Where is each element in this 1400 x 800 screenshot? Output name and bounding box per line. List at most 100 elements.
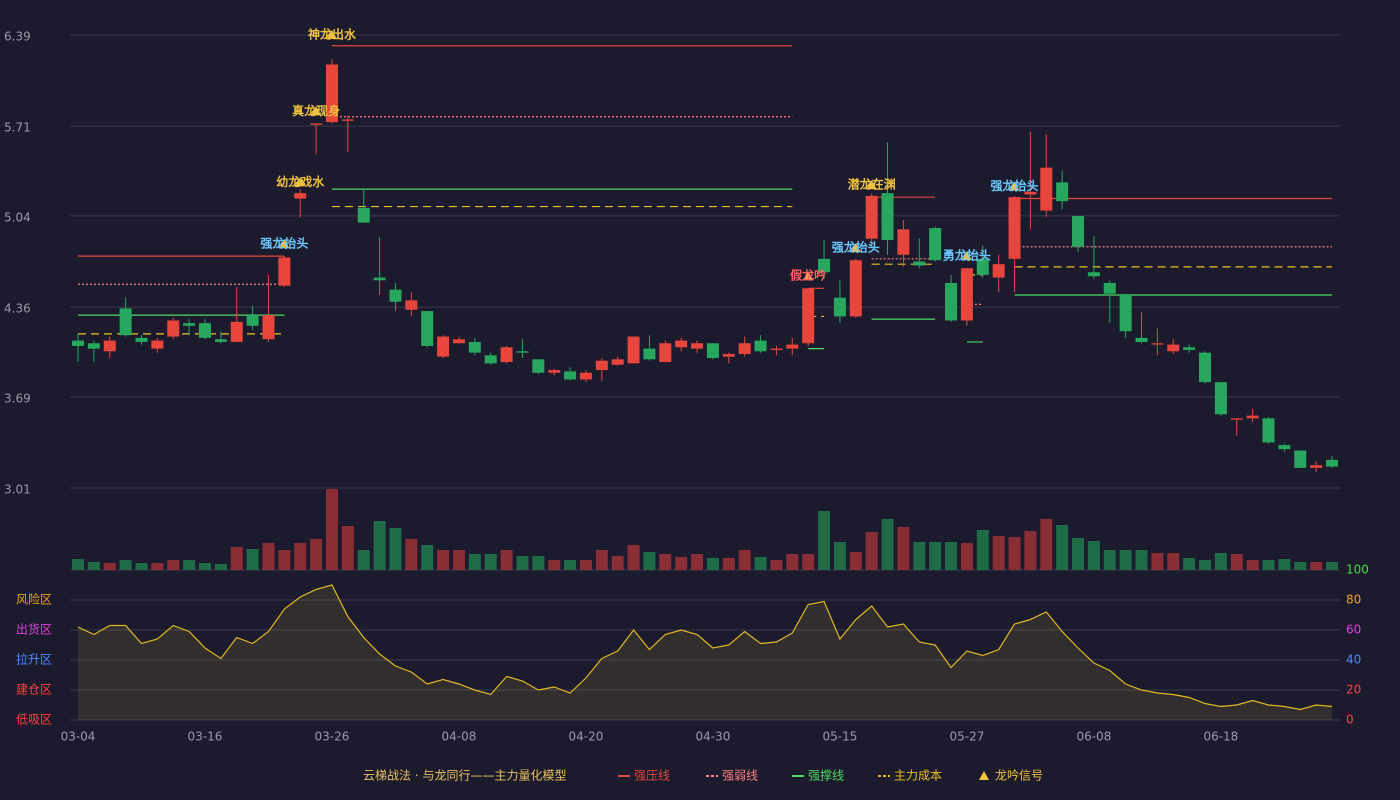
x-tick-label: 04-08: [442, 730, 477, 744]
candle-body: [87, 343, 100, 349]
candle-body: [183, 323, 196, 326]
legend-label: 强撑线: [808, 768, 844, 783]
candle-body: [373, 277, 386, 281]
legend-label: 强压线: [634, 769, 670, 783]
x-tick-label: 03-26: [315, 730, 350, 744]
candle-body: [1294, 450, 1307, 468]
volume-bar: [405, 539, 418, 570]
signal-marker: [961, 251, 972, 261]
volume-bar: [865, 532, 878, 570]
zone-label: 低吸区: [16, 713, 52, 727]
x-tick-label: 03-04: [61, 730, 96, 744]
y2-tick-label: 100: [1346, 563, 1369, 577]
volume-bar: [500, 550, 513, 570]
x-tick-label: 06-08: [1076, 730, 1111, 744]
volume-bar: [246, 549, 259, 570]
volume-bar: [675, 557, 688, 570]
volume-bar: [468, 554, 481, 570]
volume-bar: [706, 558, 719, 570]
candle-body: [167, 320, 180, 337]
signal-label: 强龙抬头: [260, 236, 308, 251]
volume-bar: [1230, 554, 1243, 570]
volume-bar: [564, 560, 577, 570]
volume-bar: [1214, 553, 1227, 570]
candle-body: [389, 289, 402, 302]
candle-body: [770, 348, 783, 350]
volume-bar: [643, 552, 656, 570]
candle-body: [516, 351, 529, 353]
volume-bar: [722, 558, 735, 570]
zone-label: 风险区: [16, 592, 52, 607]
volume-bar: [659, 554, 672, 570]
volume-bar: [1262, 560, 1275, 570]
indicator-line: [77, 584, 1333, 711]
volume-bar: [881, 519, 894, 570]
signal-marker: [295, 177, 306, 187]
candle-body: [1183, 347, 1196, 350]
y2-tick-label: 20: [1346, 683, 1361, 697]
candle-body: [72, 340, 84, 346]
volume-bar: [976, 530, 989, 570]
volume-bar: [738, 550, 751, 570]
legend-symbol: [979, 771, 989, 780]
candle-body: [1151, 343, 1164, 345]
candle-body: [278, 257, 291, 286]
candle-body: [421, 311, 434, 346]
candle-body: [564, 371, 577, 380]
candle-body: [945, 282, 958, 321]
volume-bar: [1024, 531, 1037, 570]
signal-label: 真龙现身: [292, 103, 340, 118]
y2-tick-label: 80: [1346, 593, 1361, 607]
candle-body: [881, 193, 894, 241]
y2-tick-label: 40: [1346, 653, 1361, 667]
candle-body: [849, 260, 862, 317]
signal-marker: [1009, 181, 1020, 191]
zone-label: 建仓区: [16, 683, 52, 697]
x-tick-label: 05-27: [949, 730, 984, 744]
x-tick-label: 04-20: [569, 730, 604, 744]
volume-bar: [1278, 559, 1291, 570]
candle-body: [1056, 182, 1069, 202]
candle-body: [818, 258, 831, 273]
volume-bar: [849, 552, 862, 570]
volume-bar: [1310, 562, 1323, 570]
candle-body: [548, 370, 561, 373]
candle-body: [929, 227, 942, 261]
candle-body: [325, 64, 338, 123]
candle-body: [691, 343, 704, 349]
volume-bar: [1072, 538, 1085, 570]
volume-bar: [1167, 553, 1180, 570]
signal-label: 幼龙戏水: [276, 174, 325, 189]
legend-label: 强弱线: [722, 769, 758, 783]
candle-body: [675, 340, 688, 348]
y-tick-label: 5.71: [4, 121, 31, 135]
legend-title: 云梯战法 · 与龙同行——主力量化模型: [363, 769, 566, 783]
candle-body: [897, 229, 910, 255]
signal-label: 强龙抬头: [991, 178, 1039, 193]
signal-label: 假龙吟: [790, 268, 826, 283]
volume-bar: [1040, 519, 1053, 570]
volume-bar: [1199, 560, 1212, 570]
y-tick-label: 3.69: [4, 391, 31, 405]
volume-bar: [262, 543, 275, 570]
volume-bar: [151, 563, 164, 570]
candle-body: [611, 359, 624, 365]
candle-body: [976, 258, 989, 275]
candle-body: [1008, 197, 1021, 259]
volume-bar: [421, 545, 434, 570]
signal-label: 强龙抬头: [832, 240, 880, 255]
candle-body: [214, 339, 227, 342]
volume-bar: [611, 556, 624, 570]
candle-body: [754, 340, 767, 352]
volume-bar: [595, 550, 608, 570]
candle-body: [1262, 418, 1275, 443]
volume-bar: [897, 527, 910, 570]
volume-bar: [548, 560, 561, 570]
volume-bar: [691, 554, 704, 570]
candle-body: [246, 315, 259, 326]
candle-body: [468, 341, 481, 353]
signal-label: 神龙出水: [308, 27, 357, 42]
x-tick-label: 03-16: [188, 730, 223, 744]
candle-body: [802, 288, 815, 344]
y-tick-label: 3.01: [4, 483, 31, 497]
